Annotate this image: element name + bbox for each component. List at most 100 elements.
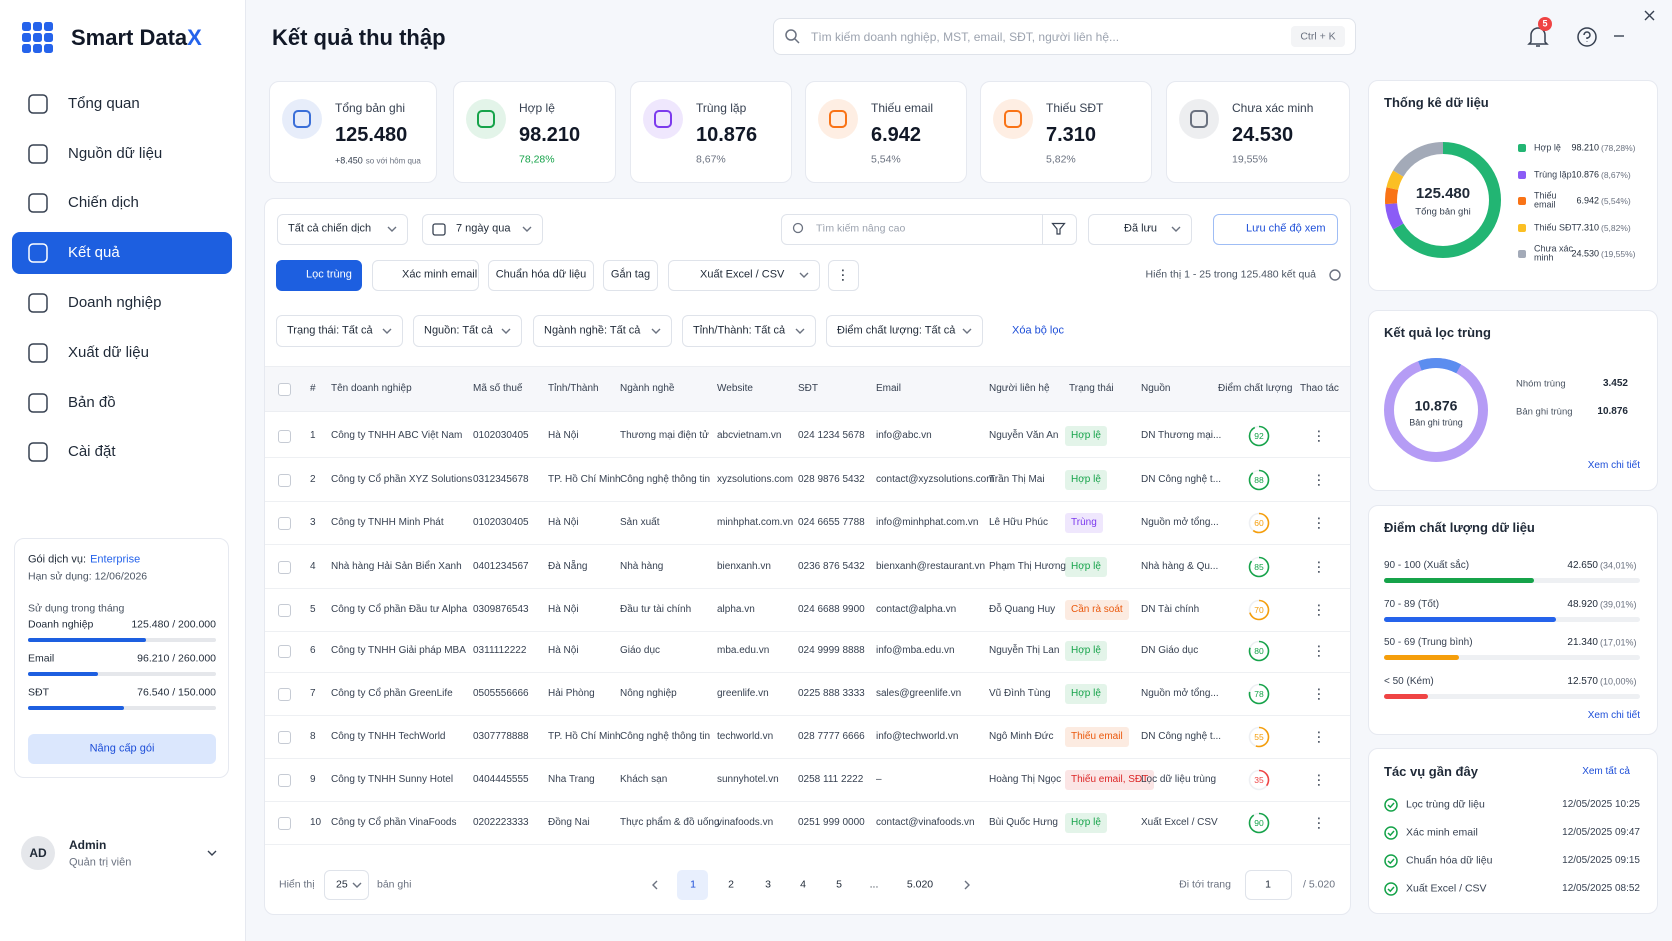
row-divider (265, 544, 1350, 545)
duplicates-donut (1384, 358, 1488, 462)
cell: contact@alpha.vn (876, 604, 957, 615)
checkbox[interactable] (278, 430, 291, 443)
action-text: Xác minh email (402, 268, 478, 281)
cell: Nhà hàng (620, 561, 664, 572)
row-actions: ⋮ (1312, 685, 1326, 702)
legend-swatch (1518, 144, 1526, 152)
cell: DN Tài chính (1141, 604, 1200, 615)
search-icon-shape (785, 29, 797, 41)
checkbox[interactable] (278, 774, 291, 787)
row-actions: ⋮ (1312, 427, 1326, 444)
score-arc (1248, 512, 1270, 534)
upgrade-button[interactable] (28, 734, 216, 764)
cell: Công ty TNHH Sunny Hotel (331, 774, 454, 785)
cell: minhphat.com.vn (717, 517, 794, 528)
legend-value: 10.876 (1571, 169, 1599, 180)
nav-icon-shape (28, 243, 48, 263)
more-button[interactable] (828, 260, 859, 291)
nav-item: Bản đồ (68, 394, 116, 411)
filter-select[interactable] (826, 315, 983, 347)
action-button[interactable] (668, 260, 820, 291)
cell: 0236 876 5432 (798, 561, 865, 572)
campaign-select[interactable] (277, 214, 408, 245)
checkbox[interactable] (278, 604, 291, 617)
usage-label: Doanh nghiệp (28, 618, 94, 631)
legend-value: 98.210 (1571, 142, 1599, 153)
cell: bienxanh@restaurant.vn (876, 561, 986, 572)
cell: Thương mại điện tử (620, 430, 709, 441)
action-button[interactable] (488, 260, 594, 291)
cell: Nguồn mở tổng... (1141, 688, 1219, 699)
checkbox[interactable] (278, 474, 291, 487)
cell: Công ty TNHH Giải pháp MBA (331, 645, 466, 656)
filter-select[interactable] (682, 315, 816, 347)
status-badge: Thiếu email (1065, 727, 1129, 747)
row-actions: ⋮ (1312, 728, 1326, 745)
page-number: 2 (728, 878, 734, 891)
checkbox[interactable] (278, 731, 291, 744)
column-header: Email (876, 383, 902, 394)
goto-input[interactable] (1245, 870, 1292, 900)
search-box[interactable] (773, 18, 1356, 55)
advanced-search-text: Tìm kiếm nâng cao (816, 222, 906, 235)
status-badge: Trùng (1065, 513, 1103, 533)
card-title: Điểm chất lượng dữ liệu (1384, 520, 1535, 536)
filter-select[interactable] (276, 315, 403, 347)
advanced-search[interactable] (781, 214, 1077, 245)
nav-icon-shape (28, 293, 48, 313)
quality-percent: (10,00%) (1600, 676, 1637, 687)
quality-link: Xem chi tiết (1587, 710, 1640, 721)
nav-item: Chiến dịch (68, 194, 139, 211)
checkbox[interactable] (278, 561, 291, 574)
action-button[interactable] (372, 260, 479, 291)
checkbox[interactable] (278, 517, 291, 530)
action-text: Gắn tag (610, 268, 651, 281)
records-label: bản ghi (377, 878, 412, 891)
quality-bar (1384, 655, 1460, 660)
date-select[interactable] (422, 214, 543, 245)
cell: Nguồn mở tổng... (1141, 517, 1219, 528)
sidebar (0, 0, 246, 941)
status-badge: Hợp lệ (1065, 813, 1107, 833)
dup-value: 3.452 (1602, 378, 1628, 389)
action-button[interactable] (603, 260, 658, 291)
cell: 028 9876 5432 (798, 474, 865, 485)
score-ring (1248, 469, 1270, 491)
quality-label: 90 - 100 (Xuất sắc) (1384, 560, 1470, 571)
checkbox[interactable] (278, 383, 291, 396)
card-title: Thống kê dữ liệu (1384, 95, 1489, 111)
column-header: Thao tác (1300, 383, 1339, 394)
recent-time: 12/05/2025 08:52 (1562, 883, 1640, 894)
nav-icon (28, 243, 48, 263)
page-size-select[interactable] (324, 870, 369, 900)
chevron (799, 272, 809, 278)
page-size-label: Hiển thị (279, 878, 315, 891)
action-button[interactable] (276, 260, 362, 291)
status-badge: Hợp lệ (1065, 641, 1107, 661)
date-text: 7 ngày qua (456, 222, 511, 235)
nav-active[interactable] (12, 232, 232, 274)
page-number: ... (869, 878, 879, 891)
cell: Công ty Cổ phần GreenLife (331, 688, 453, 699)
donut-total-label: Tổng bản ghi (1415, 206, 1471, 218)
cell: 3 (310, 517, 316, 528)
checkbox[interactable] (278, 688, 291, 701)
page-active[interactable] (677, 870, 708, 900)
save-view-button[interactable] (1213, 214, 1338, 245)
score-text: 70 (1254, 604, 1264, 615)
brand-accent: X (187, 24, 202, 50)
recent-name: Xác minh email (1406, 826, 1478, 839)
nav-item: Doanh nghiệp (68, 294, 162, 311)
legend-percent: (5,82%) (1601, 222, 1631, 233)
cell: DN Công nghệ t... (1141, 731, 1222, 742)
cell: 4 (310, 561, 316, 572)
filter-select[interactable] (533, 315, 672, 347)
score-text: 55 (1254, 731, 1264, 742)
score-arc (1248, 425, 1270, 447)
checkbox[interactable] (278, 817, 291, 830)
chevron (962, 328, 972, 334)
cell: TP. Hồ Chí Minh (548, 731, 621, 742)
row-divider (265, 631, 1350, 632)
checkbox[interactable] (278, 645, 291, 658)
cell: alpha.vn (717, 604, 755, 615)
